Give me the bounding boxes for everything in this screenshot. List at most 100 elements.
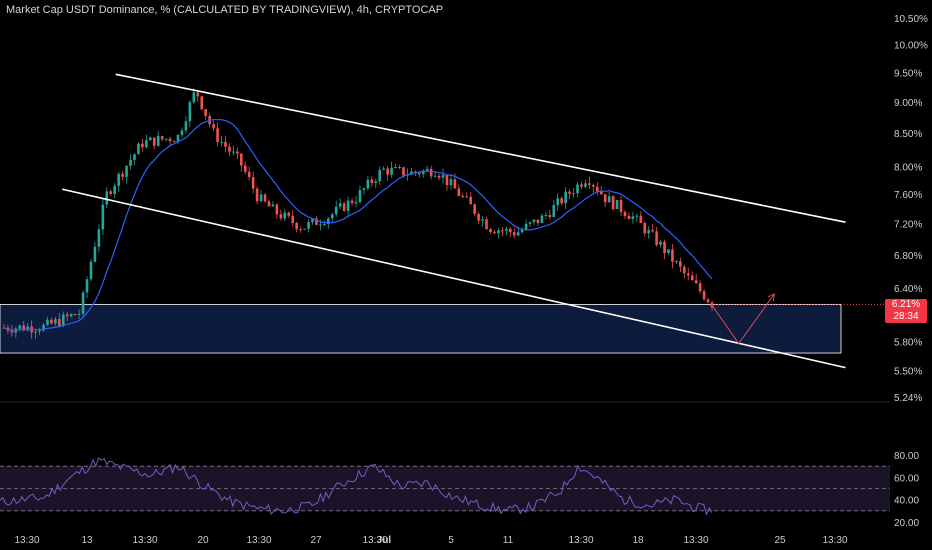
candle-body <box>421 170 425 175</box>
candle-body <box>702 291 706 300</box>
candle-body <box>358 190 362 202</box>
candle-body <box>327 218 330 224</box>
candle-body <box>10 330 14 333</box>
time-tick-label: 18 <box>632 535 644 546</box>
candle-body <box>453 179 457 189</box>
candle-body <box>73 314 77 316</box>
candle-body <box>481 219 484 221</box>
candle-body <box>212 124 215 129</box>
time-tick-label: 13:30 <box>362 535 387 546</box>
candle-body <box>485 219 488 230</box>
candle-body <box>615 199 619 210</box>
candle-body <box>639 215 643 224</box>
candle-body <box>627 215 631 220</box>
candle-body <box>516 232 520 236</box>
price-tick-label: 5.80% <box>894 338 922 349</box>
time-tick-label: 5 <box>448 535 454 546</box>
candle-body <box>643 223 647 234</box>
candle-body <box>374 181 378 183</box>
candle-body <box>497 230 500 234</box>
candle-body <box>232 151 235 153</box>
candle-body <box>611 196 615 210</box>
candle-body <box>417 172 421 175</box>
candle-body <box>251 177 255 189</box>
candle-body <box>283 212 287 219</box>
candle-body <box>267 201 271 207</box>
time-tick-label: 27 <box>310 535 322 546</box>
candle-body <box>386 168 389 175</box>
candle-body <box>204 109 207 116</box>
candle-body <box>69 314 73 317</box>
price-tick-label: 7.60% <box>894 190 922 201</box>
time-tick-label: 25 <box>774 535 786 546</box>
rsi-axis[interactable]: 80.00 60.00 40.00 20.00 <box>894 451 919 529</box>
price-tick-label: 5.24% <box>894 393 922 404</box>
time-tick-label: 20 <box>197 535 209 546</box>
candle-body <box>671 249 674 262</box>
candle-body <box>461 195 465 197</box>
channel-upper-line[interactable] <box>115 73 846 224</box>
candle-body <box>117 173 120 186</box>
price-tick-label: 6.40% <box>894 284 922 295</box>
candle-body <box>540 215 544 224</box>
candle-body <box>370 179 374 183</box>
arrow-up-right-icon <box>767 293 775 301</box>
candle-body <box>125 165 128 177</box>
candle-body <box>109 191 113 195</box>
candle-body <box>303 228 306 230</box>
candle-body <box>505 228 508 231</box>
candle-body <box>362 188 366 191</box>
price-tick-label: 8.50% <box>894 129 922 140</box>
candle-body <box>592 184 595 187</box>
candle-body <box>271 204 275 207</box>
candle-body <box>330 214 334 219</box>
chart-title: Market Cap USDT Dominance, % (CALCULATED… <box>6 4 444 16</box>
candle-body <box>599 191 603 195</box>
projection-line[interactable] <box>711 293 775 345</box>
price-badge: 6.21% 28:34 <box>885 299 927 323</box>
candle-body <box>58 319 61 326</box>
price-badge-countdown: 28:34 <box>893 311 919 322</box>
candle-body <box>493 232 496 234</box>
candle-body <box>192 92 196 103</box>
candle-body <box>239 153 243 166</box>
candle-body <box>121 173 124 177</box>
candle-body <box>81 292 85 314</box>
channel-lower-line[interactable] <box>62 188 846 369</box>
candle-body <box>508 228 512 233</box>
price-tick-label: 5.50% <box>894 367 922 378</box>
candle-body <box>137 143 140 155</box>
candle-body <box>576 184 579 194</box>
candle-body <box>319 224 322 226</box>
candle-body <box>532 219 536 223</box>
candle-body <box>710 302 714 308</box>
candle-body <box>548 214 552 217</box>
price-tick-label: 6.80% <box>894 251 922 262</box>
candle-body <box>101 204 105 230</box>
candle-body <box>536 219 540 224</box>
time-tick-label: 11 <box>503 535 514 546</box>
candle-body <box>42 324 45 331</box>
candle-body <box>275 204 279 215</box>
price-axis[interactable]: 10.50% 10.00% 9.50% 9.00% 8.50% 8.00% 7.60% 7.2… <box>894 14 928 404</box>
candle-body <box>512 232 516 236</box>
candle-body <box>655 231 658 245</box>
candle-body <box>354 201 358 204</box>
candle-body <box>402 167 405 176</box>
candle-body <box>342 203 346 211</box>
candle-body <box>667 249 670 254</box>
candle-body <box>489 229 492 233</box>
candle-body <box>311 218 314 223</box>
rsi-line <box>0 457 713 516</box>
price-badge-value: 6.21% <box>891 299 921 310</box>
candle-body <box>338 203 342 207</box>
candle-body <box>659 241 662 245</box>
candle-body <box>243 165 247 172</box>
candle-body <box>22 325 26 331</box>
candle-body <box>255 188 259 202</box>
candle-body <box>77 313 81 315</box>
candle-body <box>307 222 310 229</box>
candle-body <box>501 230 504 232</box>
